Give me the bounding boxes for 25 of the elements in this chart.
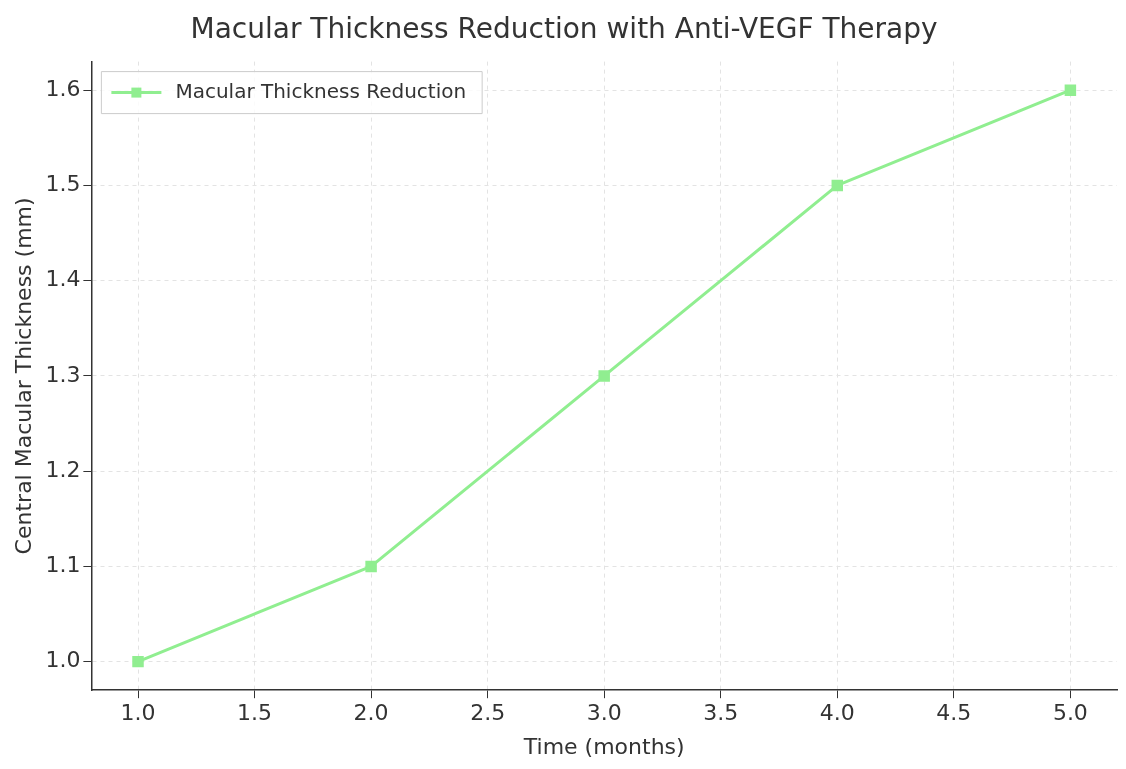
- legend-label: Macular Thickness Reduction: [175, 78, 467, 103]
- point: [598, 370, 610, 382]
- y-tick-label: 1.3: [45, 361, 81, 387]
- y-tick-label: 1.2: [45, 456, 81, 482]
- x-tick-label: 2.5: [470, 700, 506, 726]
- chart-title: Macular Thickness Reduction with Anti-VEGF Therapy: [190, 12, 938, 46]
- x-tick-label: 5.0: [1052, 700, 1088, 726]
- x-tick-label: 3.0: [586, 700, 622, 726]
- x-tick-label: 4.5: [936, 700, 972, 726]
- x-axis-title: Time (months): [522, 733, 685, 759]
- x-tick-label: 1.5: [237, 700, 273, 726]
- y-tick-label: 1.1: [45, 552, 81, 578]
- point: [1064, 84, 1077, 96]
- y-tick-label: 1.6: [45, 75, 81, 101]
- y-tick-label: 1.4: [45, 266, 81, 292]
- point: [365, 560, 377, 573]
- point: [132, 655, 144, 668]
- y-axis-title: Central Macular Thickness (mm): [10, 197, 36, 555]
- x-tick-label: 3.5: [703, 700, 739, 726]
- x-tick-label: 2.0: [353, 700, 389, 726]
- point: [831, 179, 844, 192]
- x-tick-label: 1.0: [120, 700, 156, 726]
- x-tick-label: 4.0: [819, 700, 855, 726]
- y-tick-label: 1.5: [45, 171, 81, 197]
- y-tick-label: 1.0: [45, 647, 81, 673]
